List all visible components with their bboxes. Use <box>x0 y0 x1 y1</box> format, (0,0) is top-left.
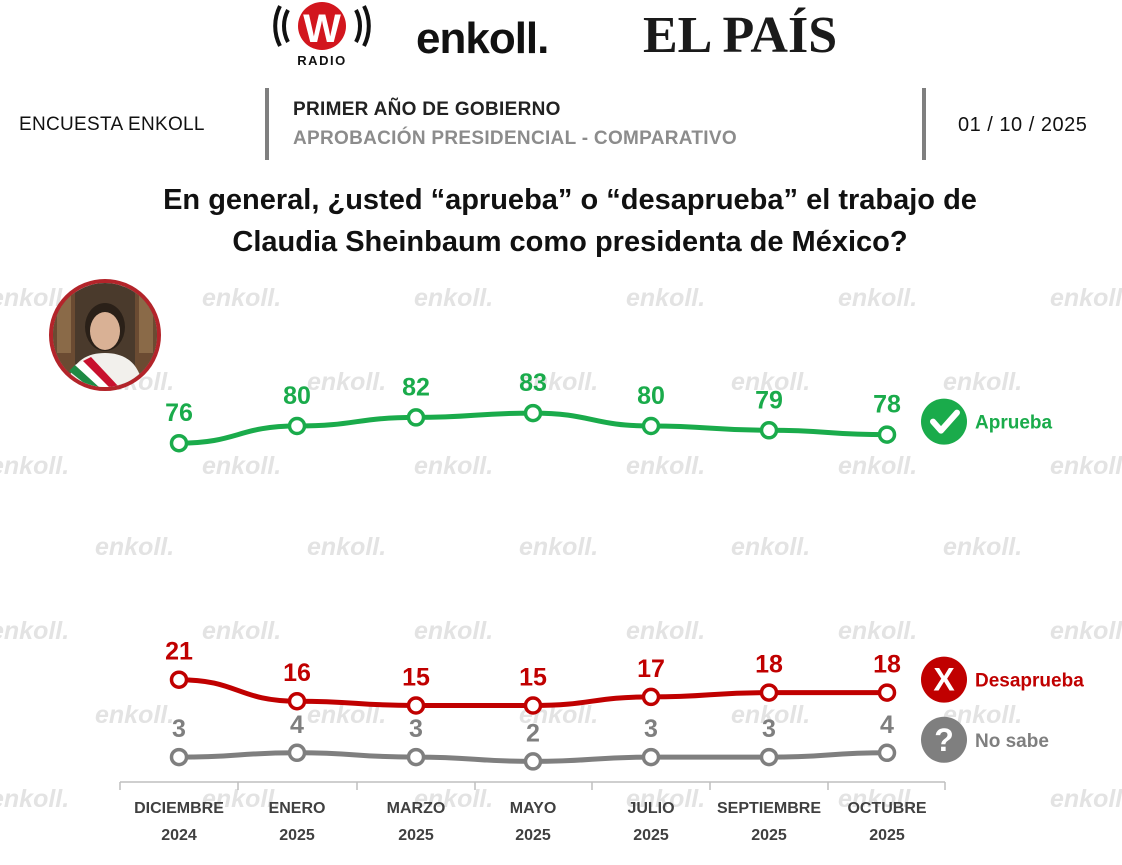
x-tick-label-month: MARZO <box>387 800 446 817</box>
x-tick-label-year: 2024 <box>161 827 197 844</box>
check-icon <box>930 409 960 434</box>
x-tick-label-year: 2025 <box>751 827 787 844</box>
data-label: 82 <box>402 373 430 401</box>
chart-series-layer: 76 80 82 83 80 79 78 21 16 15 15 17 18 18 3 4 3 2 3 3 4 <box>165 369 901 771</box>
legend-label: Aprueba <box>975 413 1053 434</box>
data-label: 76 <box>165 399 193 427</box>
header-divider-right <box>922 88 926 160</box>
data-point <box>759 683 779 702</box>
data-label: 4 <box>880 711 894 739</box>
legend-icon-bg-check-icon <box>921 398 967 445</box>
header-divider-left <box>265 88 269 160</box>
data-label: 80 <box>637 382 665 410</box>
data-point <box>759 747 779 767</box>
data-point <box>641 416 661 436</box>
legend-label: Desaprueba <box>975 671 1084 692</box>
x-tick-label-year: 2025 <box>869 827 905 844</box>
x-tick-label-year: 2025 <box>515 827 551 844</box>
survey-question: En general, ¿usted “aprueba” o “desaprue… <box>60 179 1080 263</box>
header-title: PRIMER AÑO DE GOBIERNO <box>293 99 561 120</box>
data-point <box>759 421 779 440</box>
el-pais-logo: EL PAÍS <box>643 7 838 64</box>
president-portrait <box>49 279 161 391</box>
enkoll-logo: enkoll. <box>416 14 549 63</box>
data-point <box>287 691 307 711</box>
data-point <box>641 747 661 767</box>
data-label: 15 <box>402 664 430 692</box>
data-point <box>406 747 426 767</box>
x-tick-label-month: DICIEMBRE <box>134 800 224 817</box>
x-tick-label-month: ENERO <box>269 800 326 817</box>
x-icon: X <box>933 662 955 698</box>
data-label: 78 <box>873 391 901 419</box>
data-point <box>523 403 543 423</box>
question-line-2: Claudia Sheinbaum como presidenta de Méx… <box>232 226 908 258</box>
data-point <box>406 696 426 715</box>
x-axis-labels: DICIEMBRE 2024 ENERO 2025 MARZO 2025 MAYO 2025 J… <box>134 800 927 844</box>
x-tick-label-year: 2025 <box>398 827 434 844</box>
data-label: 3 <box>762 715 776 743</box>
data-label: 79 <box>755 386 783 414</box>
data-label: 18 <box>755 651 783 679</box>
data-label: 15 <box>519 664 547 692</box>
data-point <box>523 696 543 715</box>
chart-legend: Aprueba X Desaprueba? No sabe <box>921 398 1084 763</box>
w-radio-emblem: W <box>273 2 371 51</box>
w-radio-letter: W <box>303 7 341 51</box>
data-label: 16 <box>283 659 311 687</box>
x-tick-label-month: JULIO <box>627 800 674 817</box>
data-label: 4 <box>290 711 304 739</box>
data-point <box>169 747 189 767</box>
survey-date: 01 / 10 / 2025 <box>958 114 1088 136</box>
x-tick-label-year: 2025 <box>279 827 315 844</box>
data-label: 2 <box>526 719 540 747</box>
w-radio-logo: W RADIO <box>270 2 374 72</box>
legend-icon-bg-question-icon <box>921 716 967 763</box>
question-line-1: En general, ¿usted “aprueba” o “desaprue… <box>163 184 977 216</box>
question-icon: ? <box>934 722 954 758</box>
data-point <box>641 687 661 707</box>
data-label: 83 <box>519 369 547 397</box>
data-label: 21 <box>165 638 193 666</box>
data-point <box>523 752 543 771</box>
x-axis-ticks <box>119 782 946 790</box>
legend-label: No sabe <box>975 731 1049 752</box>
data-point <box>406 408 426 427</box>
data-label: 3 <box>409 715 423 743</box>
data-point <box>287 743 307 763</box>
data-label: 3 <box>172 715 186 743</box>
data-point <box>877 425 897 444</box>
data-label: 3 <box>644 715 658 743</box>
legend-icon-bg-x-icon <box>921 656 967 703</box>
x-tick-label-year: 2025 <box>633 827 669 844</box>
data-point <box>169 433 189 453</box>
data-point <box>287 416 307 436</box>
data-point <box>169 670 189 689</box>
data-point <box>877 743 897 763</box>
survey-name: ENCUESTA ENKOLL <box>19 114 205 135</box>
w-radio-sub: RADIO <box>297 53 347 68</box>
data-label: 18 <box>873 651 901 679</box>
logo-bar: W RADIO enkoll. EL PAÍS <box>0 0 1122 78</box>
x-tick-label-month: MAYO <box>510 800 557 817</box>
x-tick-label-month: OCTUBRE <box>847 800 926 817</box>
data-point <box>877 683 897 702</box>
header-subtitle: APROBACIÓN PRESIDENCIAL - COMPARATIVO <box>293 128 737 149</box>
data-label: 17 <box>637 655 665 683</box>
data-label: 80 <box>283 382 311 410</box>
x-tick-label-month: SEPTIEMBRE <box>717 800 821 817</box>
